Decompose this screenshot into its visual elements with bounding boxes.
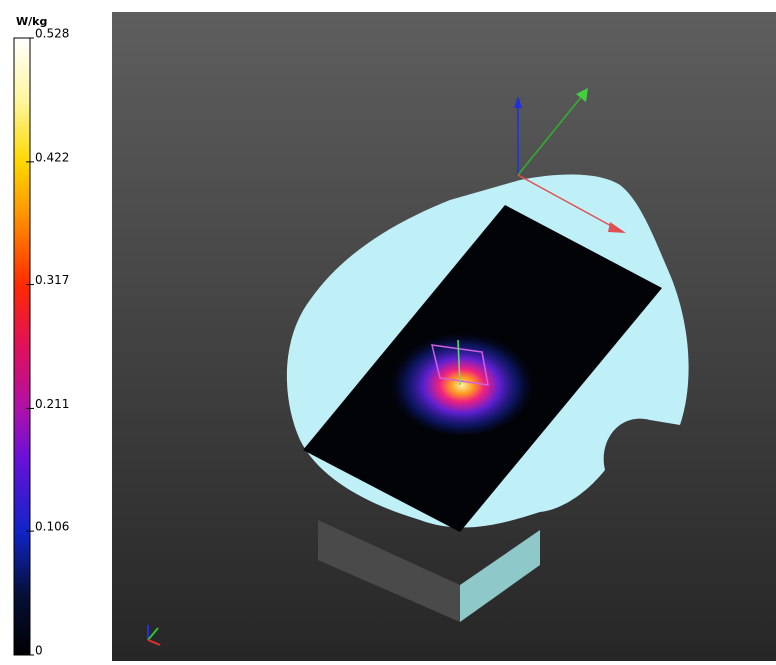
colorbar-gradient xyxy=(13,37,31,656)
probe-box xyxy=(431,344,489,386)
mini-axes xyxy=(147,625,161,646)
colorbar-unit: W/kg xyxy=(16,15,47,28)
colorbar-tick-label: 0.528 xyxy=(35,27,69,41)
box-right-face xyxy=(460,530,540,622)
colorbar-tick-label: 0.211 xyxy=(35,397,69,411)
axes-gizmo xyxy=(514,88,626,233)
colorbar-tick-label: 0 xyxy=(35,644,43,658)
colorbar: W/kg 0.528 0.422 0.317 0.211 0.106 0 xyxy=(13,15,69,658)
probe-line xyxy=(457,339,461,386)
colorbar-tick-label: 0.422 xyxy=(35,150,69,164)
box-left-face xyxy=(318,520,460,622)
sar-hotspot xyxy=(387,325,537,435)
colorbar-tick-label: 0.317 xyxy=(35,273,69,287)
colorbar-tick-label: 0.106 xyxy=(35,520,69,534)
